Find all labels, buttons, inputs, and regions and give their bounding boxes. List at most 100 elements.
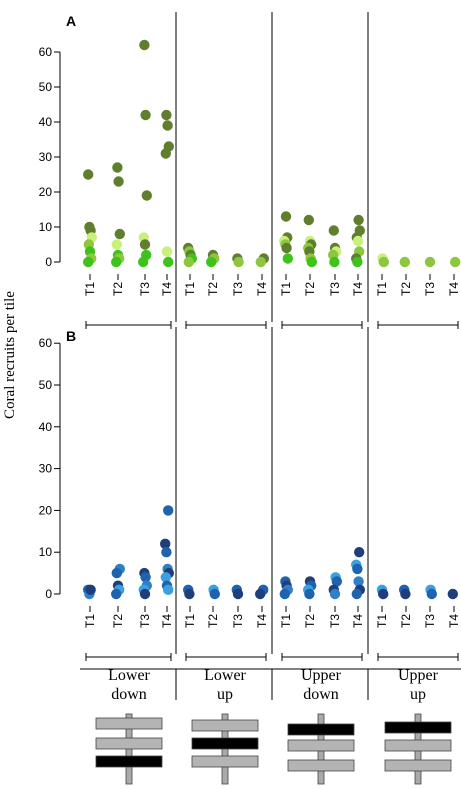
y-axis-label: Coral recruits per tile [2, 291, 18, 419]
data-point [161, 547, 172, 558]
grey-tile-icon [287, 739, 355, 752]
data-point [161, 246, 173, 257]
data-point [161, 109, 172, 121]
x-tick-label: T1 [83, 282, 97, 296]
data-point [378, 256, 389, 268]
y-tick-label: 20 [39, 185, 53, 199]
data-point [354, 547, 365, 558]
data-point [184, 588, 195, 600]
x-tick-label: T2 [206, 282, 220, 296]
grey-tile-icon [384, 759, 452, 772]
data-point [378, 588, 389, 600]
data-point [160, 148, 171, 159]
x-tick-label: T3 [328, 282, 342, 296]
x-tick-label: T4 [351, 614, 365, 628]
data-point [140, 109, 151, 121]
data-point [424, 256, 436, 268]
group-label-line2: down [303, 686, 339, 703]
group-label-line1: Upper [398, 667, 439, 684]
y-tick-label: 60 [39, 45, 53, 59]
x-tick-label: T2 [206, 614, 220, 628]
data-point [353, 576, 364, 587]
black-tile-icon [287, 723, 355, 736]
data-point [111, 588, 122, 600]
data-point [162, 120, 173, 131]
data-point [306, 256, 317, 268]
data-point [329, 588, 341, 600]
data-point [139, 39, 150, 51]
data-point [280, 211, 292, 222]
x-tick-label: T4 [160, 282, 174, 296]
group-label-line2: down [111, 686, 147, 703]
data-point [163, 584, 174, 596]
y-tick-label: 0 [45, 587, 52, 601]
x-tick-label: T3 [231, 614, 245, 628]
group-label-line1: Lower [108, 667, 150, 684]
x-tick-label: T4 [255, 282, 269, 296]
x-tick-label: T3 [138, 282, 152, 296]
data-point [113, 176, 124, 187]
black-tile-icon [384, 721, 452, 734]
black-tile-icon [95, 755, 163, 768]
data-point [111, 239, 123, 250]
data-point [426, 588, 437, 600]
panel-label: A [66, 13, 76, 29]
x-tick-label: T1 [279, 282, 293, 296]
y-tick-label: 10 [39, 545, 53, 559]
data-point [255, 256, 266, 268]
grey-tile-icon [191, 755, 259, 768]
x-tick-label: T2 [111, 614, 125, 628]
x-tick-label: T1 [183, 282, 197, 296]
data-point [140, 572, 151, 583]
data-point [303, 214, 314, 226]
y-tick-label: 30 [39, 150, 53, 164]
x-tick-label: T4 [447, 282, 461, 296]
treatment-legend: Lower down Lower up Upper down Upper up [80, 667, 461, 785]
x-tick-label: T4 [351, 282, 365, 296]
data-point [141, 190, 152, 201]
data-point [138, 256, 149, 268]
y-tick-label: 0 [45, 255, 52, 269]
data-point [111, 567, 123, 579]
panel-a: 0 10 20 30 40 50 60 A T1 T2 T3 T4 T1 T2 T3 T4 T1 T2 T3 T4 T1… [39, 12, 461, 329]
data-point [400, 588, 411, 600]
y-tick-label: 10 [39, 220, 53, 234]
group-label-line1: Upper [301, 667, 342, 684]
data-point [209, 588, 220, 600]
data-point [139, 588, 151, 600]
data-point [160, 572, 171, 583]
black-tile-icon [191, 737, 259, 750]
data-point [328, 225, 339, 236]
data-point [352, 256, 363, 268]
data-point [83, 169, 94, 180]
grey-tile-icon [287, 759, 355, 772]
x-tick-label: T3 [138, 614, 152, 628]
data-point [279, 588, 290, 600]
x-tick-label: T3 [328, 614, 342, 628]
group-label-line2: up [410, 686, 426, 703]
data-point [232, 588, 244, 600]
data-point [282, 253, 293, 264]
x-tick-label: T1 [375, 614, 389, 628]
data-point [163, 256, 174, 268]
y-tick-label: 50 [39, 378, 53, 392]
x-tick-label: T2 [111, 282, 125, 296]
data-point [83, 256, 94, 268]
y-tick-label: 20 [39, 503, 53, 517]
data-point [352, 563, 363, 575]
y-tick-label: 30 [39, 462, 53, 476]
data-point [450, 256, 461, 268]
data-point [85, 584, 96, 596]
data-point [255, 588, 266, 600]
x-tick-label: T4 [255, 614, 269, 628]
data-point [281, 242, 292, 254]
y-tick-label: 40 [39, 420, 53, 434]
data-point [160, 538, 171, 550]
data-point [331, 576, 342, 587]
y-tick-label: 50 [39, 80, 53, 94]
grey-tile-icon [384, 739, 452, 752]
data-point [139, 239, 151, 250]
grey-tile-icon [191, 719, 259, 732]
x-tick-label: T2 [303, 282, 317, 296]
data-point [351, 588, 362, 600]
